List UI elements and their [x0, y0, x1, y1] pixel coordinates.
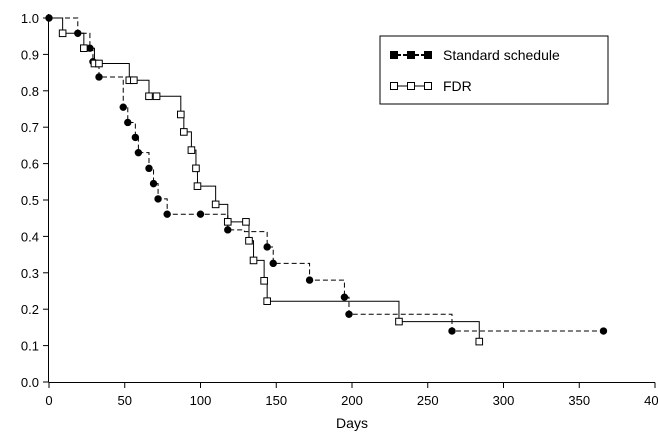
data-point-standard-schedule: [263, 243, 271, 251]
y-tick-label: 0.4: [21, 229, 39, 244]
x-tick-label: 350: [568, 393, 590, 408]
series-layer: [45, 14, 608, 346]
data-point-standard-schedule: [163, 210, 171, 218]
data-point-fdr: [187, 146, 196, 154]
axes: 0 50 100 150 200 250 300 350 400 0.0 0.1 0.2 0.3 0.4 0…: [21, 11, 658, 408]
x-tick-label: 50: [118, 393, 132, 408]
data-point-fdr: [395, 317, 403, 326]
data-point-fdr: [130, 76, 138, 85]
data-point-fdr: [193, 182, 202, 190]
data-point-fdr: [177, 110, 185, 119]
legend-marker-standard-schedule: [407, 51, 415, 59]
x-tick-label: 250: [417, 393, 439, 408]
data-point-standard-schedule: [154, 195, 162, 203]
legend: Standard schedule FDR: [379, 35, 609, 105]
data-point-fdr: [58, 29, 67, 38]
data-point-fdr: [145, 92, 153, 101]
data-point-standard-schedule: [145, 164, 153, 173]
data-point-standard-schedule: [196, 210, 205, 218]
y-tick-label: 0.8: [21, 84, 39, 99]
y-tick-label: 0.0: [21, 375, 39, 390]
data-point-standard-schedule: [448, 327, 456, 335]
data-point-standard-schedule: [305, 276, 314, 284]
legend-box: [379, 35, 609, 105]
data-point-fdr: [223, 218, 232, 226]
y-tick-label: 0.7: [21, 120, 39, 135]
data-point-standard-schedule: [269, 259, 277, 268]
data-point-standard-schedule: [340, 293, 349, 301]
legend-label-standard-schedule: Standard schedule: [443, 47, 560, 63]
legend-marker-fdr: [390, 82, 398, 90]
data-point-standard-schedule: [119, 103, 127, 111]
data-point-fdr: [249, 256, 258, 265]
data-point-standard-schedule: [131, 133, 140, 142]
data-point-standard-schedule: [95, 73, 103, 81]
data-point-fdr: [211, 200, 220, 209]
data-point-standard-schedule: [134, 148, 143, 157]
legend-marker-fdr: [424, 82, 432, 90]
x-tick-label: 200: [341, 393, 363, 408]
data-point-standard-schedule: [599, 327, 608, 335]
data-point-fdr: [242, 218, 250, 226]
legend-marker-standard-schedule: [424, 51, 432, 59]
data-point-fdr: [475, 337, 484, 346]
legend-label-fdr: FDR: [443, 78, 472, 94]
legend-marker-fdr: [407, 82, 415, 90]
y-tick-label: 0.9: [21, 47, 39, 62]
series-fdr: [49, 17, 484, 346]
data-point-standard-schedule: [345, 310, 353, 318]
y-tick-label: 0.3: [21, 266, 39, 281]
legend-entry-standard-schedule: [390, 51, 432, 59]
legend-entry-fdr: [390, 82, 432, 90]
x-tick-label: 300: [493, 393, 515, 408]
data-point-fdr: [180, 128, 188, 136]
data-point-fdr: [95, 59, 103, 68]
x-tick-label: 0: [45, 393, 52, 408]
data-point-standard-schedule: [124, 118, 132, 127]
y-tick-label: 0.5: [21, 193, 39, 208]
y-tick-label: 0.6: [21, 157, 39, 172]
data-point-fdr: [260, 277, 268, 285]
data-point-fdr: [152, 92, 161, 101]
data-point-standard-schedule: [224, 226, 232, 234]
x-tick-label: 400: [644, 393, 658, 408]
x-tick-label: 150: [265, 393, 287, 408]
data-point-fdr: [263, 297, 271, 305]
data-point-fdr: [80, 44, 88, 53]
data-point-fdr: [192, 164, 200, 173]
data-point-standard-schedule: [149, 179, 158, 188]
y-tick-label: 1.0: [21, 11, 39, 26]
y-tick-label: 0.1: [21, 339, 39, 354]
x-tick-label: 100: [190, 393, 212, 408]
legend-marker-standard-schedule: [390, 51, 398, 59]
data-point-fdr: [245, 236, 253, 245]
y-tick-label: 0.2: [21, 302, 39, 317]
x-axis-title: Days: [336, 415, 368, 431]
